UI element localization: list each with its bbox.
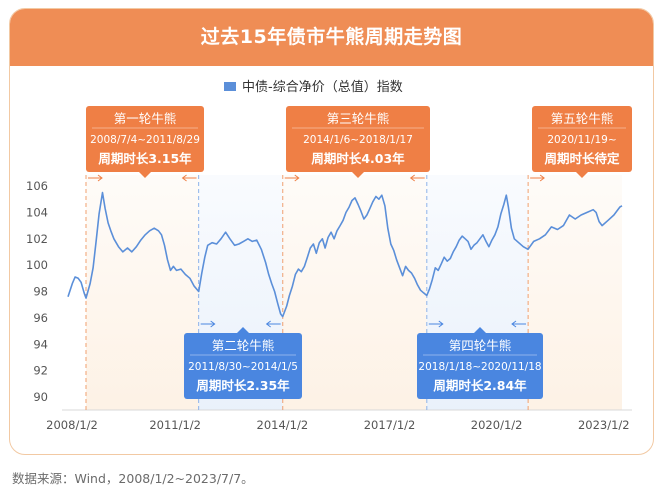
- x-tick-label: 2020/1/2: [471, 418, 523, 432]
- x-tick-label: 2008/1/2: [46, 418, 98, 432]
- callout-range: 2020/11/19~: [547, 134, 616, 146]
- callout-pointer: [139, 172, 151, 178]
- y-tick-label: 92: [33, 364, 48, 378]
- y-tick-label: 104: [26, 205, 48, 219]
- start-arrow: [200, 320, 216, 328]
- callout-pointer: [576, 172, 588, 178]
- y-tick-label: 102: [26, 232, 48, 246]
- callout-duration: 周期时长待定: [544, 151, 620, 166]
- callout-title: 第三轮牛熊: [327, 111, 390, 126]
- series-line: [67, 191, 623, 318]
- callout-duration: 周期时长2.84年: [433, 378, 527, 393]
- y-tick-label: 90: [33, 390, 48, 404]
- chart-title: 过去15年债市牛熊周期走势图: [200, 26, 463, 48]
- period-band-5: [528, 175, 622, 410]
- end-arrow: [511, 320, 527, 328]
- period-callout-4: 第四轮牛熊 2018/1/18~2020/11/18 周期时长2.84年: [417, 320, 543, 399]
- callout-box: [86, 106, 204, 172]
- callout-range: 2018/1/18~2020/11/18: [418, 361, 541, 373]
- callout-title: 第五轮牛熊: [551, 111, 614, 126]
- x-tick-label: 2014/1/2: [257, 418, 309, 432]
- callout-pointer: [237, 327, 249, 333]
- start-arrow: [87, 174, 103, 182]
- x-tick-label: 2023/1/2: [578, 418, 630, 432]
- data-source-note: 数据来源：Wind，2008/1/2~2023/7/7。: [12, 471, 254, 486]
- callout-duration: 周期时长2.35年: [196, 378, 290, 393]
- legend-swatch: [224, 82, 236, 91]
- callout-duration: 周期时长3.15年: [98, 151, 192, 166]
- callout-title: 第一轮牛熊: [114, 111, 177, 126]
- callout-pointer: [474, 327, 486, 333]
- period-band-1: [85, 175, 199, 410]
- y-tick-label: 98: [33, 285, 48, 299]
- title-bar: 过去15年债市牛熊周期走势图: [10, 9, 653, 66]
- start-arrow: [530, 174, 545, 182]
- y-tick-label: 100: [26, 258, 48, 272]
- callout-range: 2011/8/30~2014/1/5: [188, 361, 298, 373]
- period-callout-2: 第二轮牛熊 2011/8/30~2014/1/5 周期时长2.35年: [184, 320, 302, 399]
- y-tick-label: 106: [26, 179, 48, 193]
- callout-title: 第二轮牛熊: [212, 338, 275, 353]
- end-arrow: [181, 174, 197, 182]
- callout-range: 2008/7/4~2011/8/29: [90, 134, 200, 146]
- x-tick-label: 2017/1/2: [364, 418, 416, 432]
- callout-pointer: [352, 172, 364, 178]
- callout-box: [286, 106, 430, 172]
- callout-box: [184, 333, 302, 399]
- callout-box: [417, 333, 543, 399]
- start-arrow: [284, 174, 300, 182]
- start-arrow: [428, 320, 444, 328]
- period-callout-1: 第一轮牛熊 2008/7/4~2011/8/29 周期时长3.15年: [86, 106, 204, 182]
- legend-label: 中债-综合净价（总值）指数: [242, 79, 403, 95]
- period-callout-5: 第五轮牛熊 2020/11/19~ 周期时长待定: [530, 106, 632, 182]
- callout-title: 第四轮牛熊: [449, 338, 512, 353]
- end-arrow: [409, 174, 425, 182]
- y-tick-label: 96: [33, 311, 48, 325]
- end-arrow: [265, 320, 281, 328]
- callout-duration: 周期时长4.03年: [311, 151, 405, 166]
- callout-box: [532, 106, 632, 172]
- x-tick-label: 2011/1/2: [149, 418, 201, 432]
- period-band-3: [282, 175, 427, 410]
- y-tick-label: 94: [33, 337, 48, 351]
- callout-range: 2014/1/6~2018/1/17: [303, 134, 413, 146]
- period-callout-3: 第三轮牛熊 2014/1/6~2018/1/17 周期时长4.03年: [284, 106, 430, 182]
